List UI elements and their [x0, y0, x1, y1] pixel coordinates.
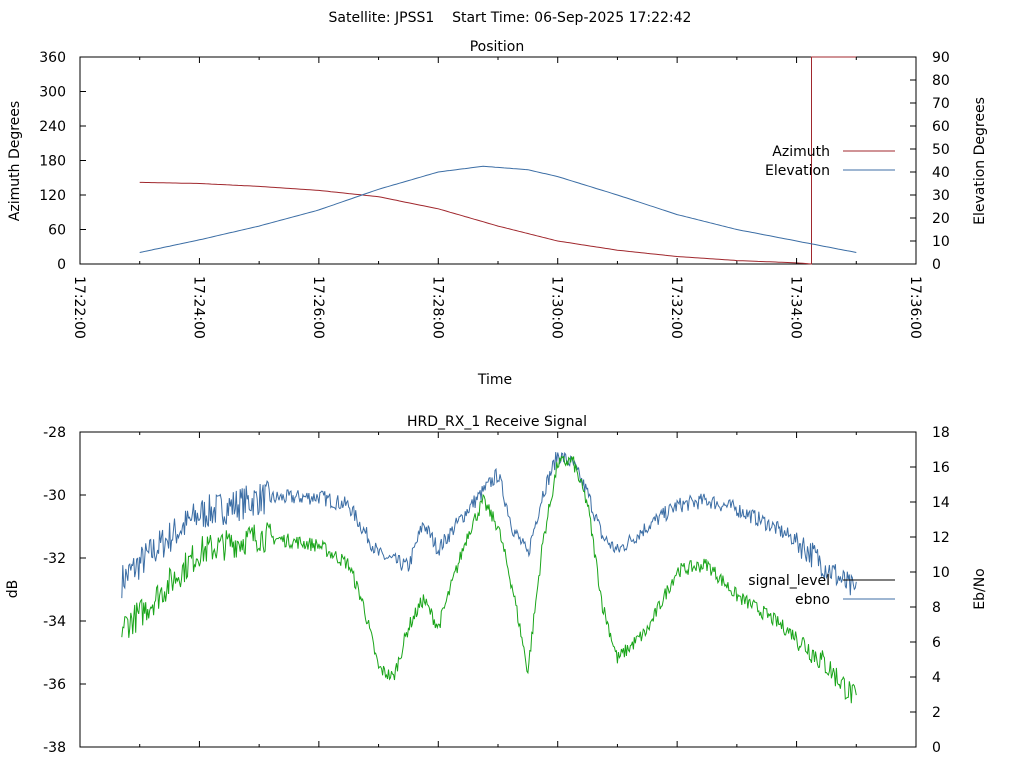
y2-tick-label: 0	[932, 257, 941, 273]
y-tick-label: 60	[48, 223, 66, 239]
signal-chart: HRD_RX_1 Receive Signal -28 -30 -32 -34 -36 -…	[5, 414, 988, 756]
x-tick-label: 17:22:00	[71, 276, 87, 339]
y2-tick-label: 10	[932, 234, 950, 250]
position-chart: Position 0 60 120 180 240 300 360 0 10 20 30 40 50 60…	[7, 39, 988, 388]
y2-tick-label: 60	[932, 119, 950, 135]
y-tick-label: -32	[43, 551, 66, 567]
y2-tick-label: 8	[932, 600, 941, 616]
y2-tick-label: 16	[932, 460, 950, 476]
signal-plot-frame	[79, 431, 917, 748]
signal-y2-axis-label: Eb/No	[972, 568, 988, 610]
y2-tick-label: 2	[932, 705, 941, 721]
y2-tick-label: 30	[932, 188, 950, 204]
legend-label-signal-level: signal_level	[748, 573, 830, 589]
x-tick-label: 17:28:00	[429, 276, 445, 339]
legend-label-elevation: Elevation	[765, 163, 830, 179]
series-line-azimuth	[139, 56, 857, 265]
series-line-ebno	[121, 451, 857, 599]
x-tick-label: 17:26:00	[310, 276, 326, 339]
y2-tick-label: 90	[932, 50, 950, 66]
y2-tick-label: 0	[932, 740, 941, 756]
y2-tick-label: 20	[932, 211, 950, 227]
y2-tick-label: 40	[932, 165, 950, 181]
x-tick-label: 17:24:00	[190, 276, 206, 339]
y-tick-label: 180	[39, 154, 66, 170]
legend-label-ebno: ebno	[795, 592, 830, 608]
y-tick-label: -36	[43, 677, 66, 693]
y2-tick-label: 12	[932, 530, 950, 546]
y2-tick-label: 10	[932, 565, 950, 581]
signal-legend: signal_level ebno	[748, 573, 895, 608]
series-line-unlabeled-2	[121, 455, 857, 704]
position-plot-frame	[79, 56, 917, 265]
x-tick-label: 17:34:00	[788, 276, 804, 339]
position-y2-axis-label: Elevation Degrees	[972, 97, 988, 225]
y2-tick-label: 4	[932, 670, 941, 686]
signal-y-axis-label: dB	[5, 580, 21, 599]
position-chart-title: Position	[470, 39, 525, 55]
series-line-elevation	[139, 165, 857, 253]
y2-tick-label: 6	[932, 635, 941, 651]
header-title: Satellite: JPSS1 Start Time: 06-Sep-2025…	[329, 10, 692, 26]
y2-tick-label: 80	[932, 73, 950, 89]
y-tick-label: -38	[43, 740, 66, 756]
y2-tick-label: 18	[932, 425, 950, 441]
position-legend: Azimuth Elevation	[765, 144, 895, 179]
y2-tick-label: 70	[932, 96, 950, 112]
y-tick-label: 360	[39, 50, 66, 66]
y-tick-label: -28	[43, 425, 66, 441]
y-tick-label: -30	[43, 488, 66, 504]
position-y-axis-label: Azimuth Degrees	[7, 101, 23, 221]
y-tick-label: 240	[39, 119, 66, 135]
x-tick-label: 17:36:00	[907, 276, 923, 339]
position-x-axis-label: Time	[477, 372, 512, 388]
y2-tick-label: 50	[932, 142, 950, 158]
y-tick-label: -34	[43, 614, 66, 630]
x-tick-label: 17:32:00	[668, 276, 684, 339]
y-tick-label: 300	[39, 85, 66, 101]
y-tick-label: 0	[57, 257, 66, 273]
y2-tick-label: 14	[932, 495, 950, 511]
signal-chart-title: HRD_RX_1 Receive Signal	[407, 414, 587, 430]
x-tick-label: 17:30:00	[549, 276, 565, 339]
y-tick-label: 120	[39, 188, 66, 204]
legend-label-azimuth: Azimuth	[772, 144, 830, 160]
